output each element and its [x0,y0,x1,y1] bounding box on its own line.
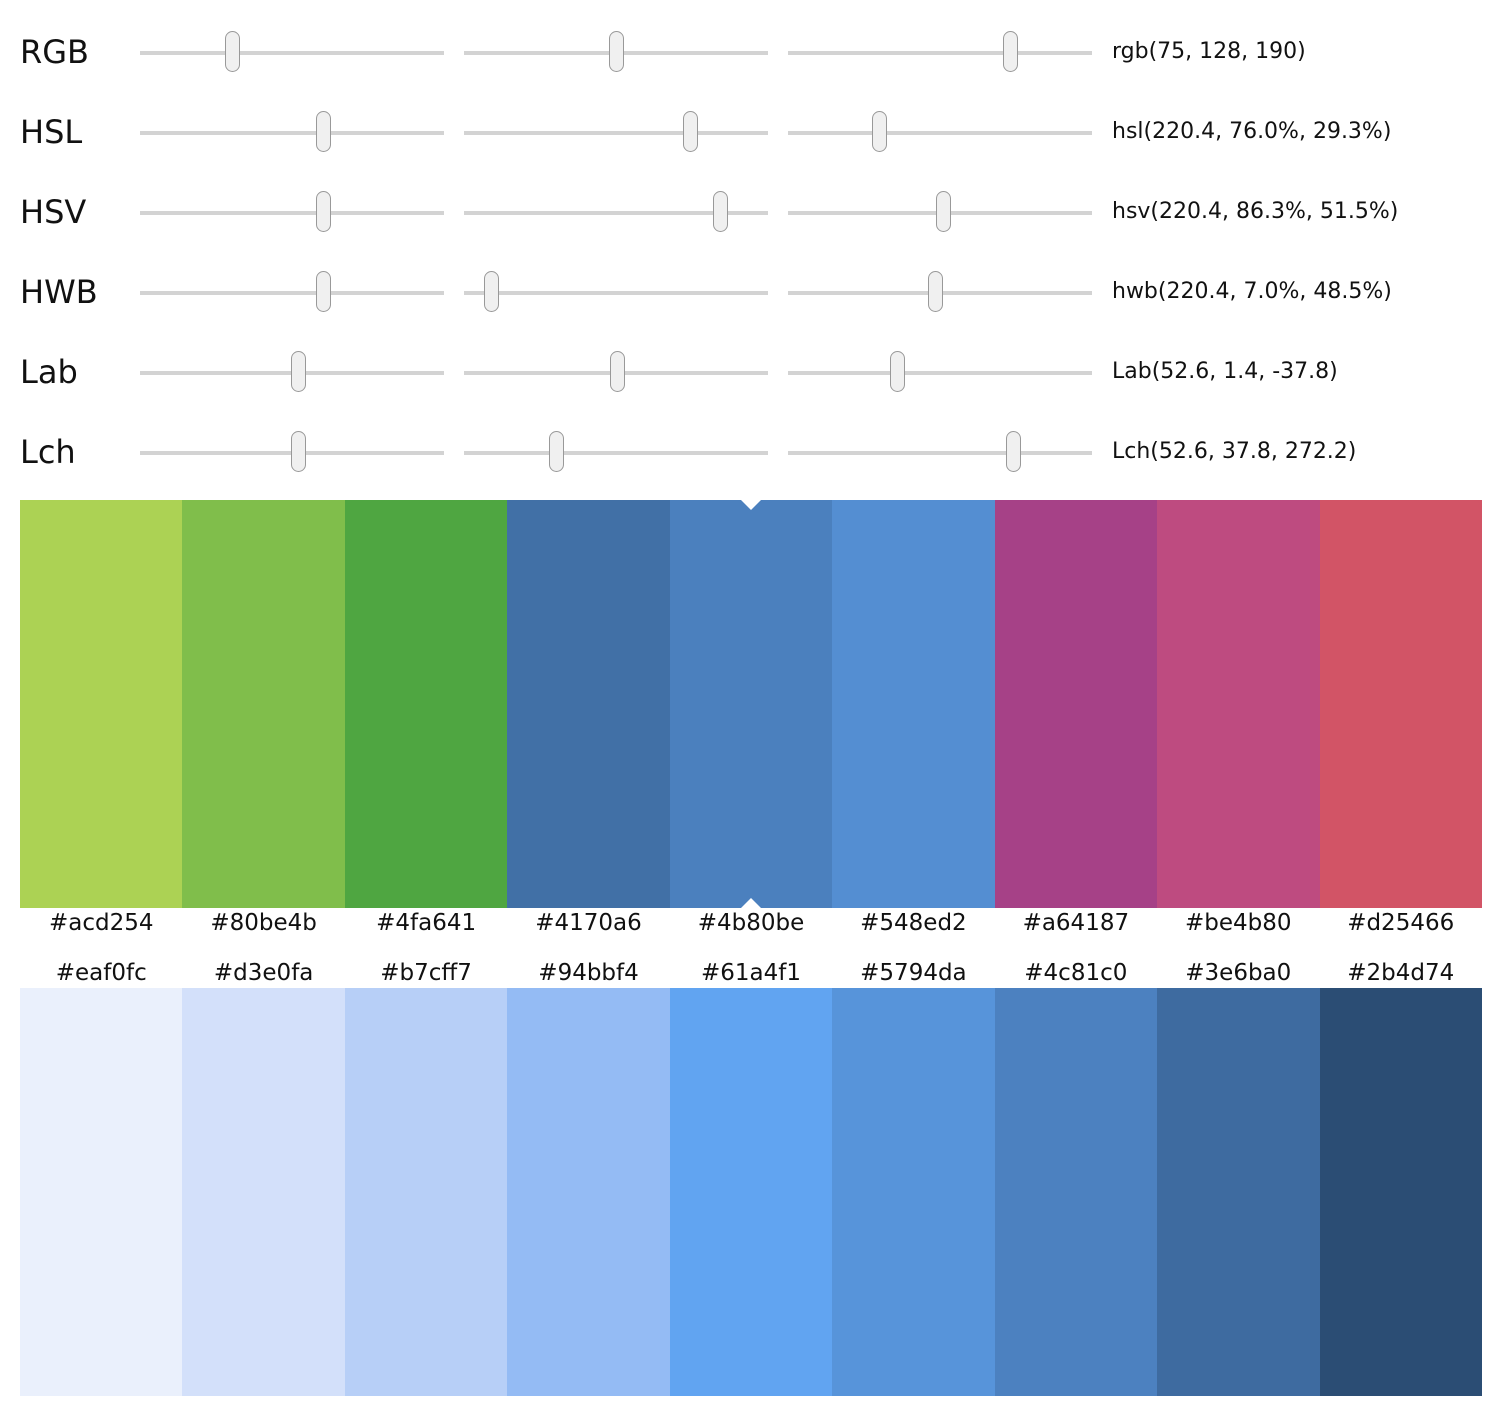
hex-label: #eaf0fc [55,960,147,986]
slider-thumb[interactable] [316,111,332,152]
slider-track[interactable] [140,131,444,135]
hex-label: #d25466 [1347,910,1455,936]
color-swatch[interactable] [507,500,670,908]
slider-thumb[interactable] [608,31,624,72]
hex-label: #2b4d74 [1347,960,1455,986]
slider-track[interactable] [464,451,768,455]
color-swatch[interactable] [1319,988,1482,1396]
slider-row-hwb: HWB hwb(220.4, 7.0%, 48.5%) [0,242,1501,322]
hex-label: #d3e0fa [213,960,314,986]
model-value-text: hwb(220.4, 7.0%, 48.5%) [1112,279,1392,304]
model-value-text: Lch(52.6, 37.8, 272.2) [1112,439,1357,464]
slider-track[interactable] [788,131,1092,135]
slider-row-hsl: HSL hsl(220.4, 76.0%, 29.3%) [0,82,1501,162]
color-swatch[interactable] [20,500,183,908]
slider-track[interactable] [140,211,444,215]
slider-thumb[interactable] [610,351,626,392]
shade-hex-labels: #eaf0fc #d3e0fa #b7cff7 #94bbf4 #61a4f1 #5794… [20,958,1482,988]
color-swatch[interactable] [669,500,833,908]
color-swatch[interactable] [832,988,995,1396]
slider-track[interactable] [140,291,444,295]
slider-track[interactable] [464,291,768,295]
model-label: HWB [20,273,98,311]
hex-label: #b7cff7 [380,960,472,986]
slider-thumb[interactable] [316,271,332,312]
hex-label: #be4b80 [1185,910,1292,936]
hex-label: #5794da [860,960,967,986]
color-swatch[interactable] [507,988,670,1396]
color-swatch[interactable] [344,500,508,908]
slider-thumb[interactable] [224,31,240,72]
color-swatch[interactable] [182,500,345,908]
slider-thumb[interactable] [484,271,500,312]
slider-track[interactable] [464,211,768,215]
model-label: HSV [20,193,87,231]
slider-track[interactable] [788,371,1092,375]
selected-marker-bottom [740,898,761,908]
color-swatch[interactable] [1157,988,1320,1396]
hex-label: #3e6ba0 [1185,960,1292,986]
model-label: RGB [20,33,89,71]
color-swatch[interactable] [182,988,345,1396]
model-label: Lab [20,353,78,391]
slider-thumb[interactable] [316,191,332,232]
slider-track[interactable] [788,51,1092,55]
shade-swatch-row [20,988,1482,1396]
slider-thumb[interactable] [682,111,698,152]
slider-thumb[interactable] [291,431,307,472]
selected-marker-top [740,500,761,510]
slider-thumb[interactable] [1002,31,1018,72]
hex-label: #4fa641 [376,910,477,936]
color-swatch[interactable] [1157,500,1320,908]
color-swatch[interactable] [994,988,1158,1396]
hex-label: #94bbf4 [538,960,639,986]
model-value-text: rgb(75, 128, 190) [1112,39,1306,64]
hex-label: #80be4b [210,910,317,936]
harmony-hex-labels: #acd254 #80be4b #4fa641 #4170a6 #4b80be #548e… [20,908,1482,938]
color-swatch[interactable] [669,988,833,1396]
slider-thumb[interactable] [872,111,888,152]
hex-label: #acd254 [48,910,154,936]
slider-thumb[interactable] [712,191,728,232]
slider-thumb[interactable] [889,351,905,392]
model-value-text: hsl(220.4, 76.0%, 29.3%) [1112,119,1392,144]
slider-thumb[interactable] [927,271,943,312]
model-label: HSL [20,113,83,151]
slider-thumb[interactable] [549,431,565,472]
slider-row-lab: Lab Lab(52.6, 1.4, -37.8) [0,322,1501,402]
slider-track[interactable] [788,451,1092,455]
model-label: Lch [20,433,76,471]
hex-label: #61a4f1 [700,960,801,986]
color-swatch[interactable] [1319,500,1482,908]
color-swatch[interactable] [20,988,183,1396]
slider-row-lch: Lch Lch(52.6, 37.8, 272.2) [0,402,1501,482]
slider-row-hsv: HSV hsv(220.4, 86.3%, 51.5%) [0,162,1501,242]
harmony-swatch-row [20,500,1482,908]
slider-track[interactable] [464,131,768,135]
hex-label: #548ed2 [860,910,967,936]
slider-row-rgb: RGB rgb(75, 128, 190) [0,2,1501,82]
slider-track[interactable] [140,51,444,55]
color-swatch[interactable] [344,988,508,1396]
hex-label: #a64187 [1022,910,1130,936]
slider-thumb[interactable] [1005,431,1021,472]
model-value-text: hsv(220.4, 86.3%, 51.5%) [1112,199,1399,224]
hex-label: #4c81c0 [1024,960,1128,986]
color-swatch[interactable] [832,500,995,908]
hex-label: #4170a6 [535,910,642,936]
slider-thumb[interactable] [936,191,952,232]
hex-label: #4b80be [697,910,805,936]
model-value-text: Lab(52.6, 1.4, -37.8) [1112,359,1338,384]
slider-thumb[interactable] [291,351,307,392]
color-swatch[interactable] [994,500,1158,908]
